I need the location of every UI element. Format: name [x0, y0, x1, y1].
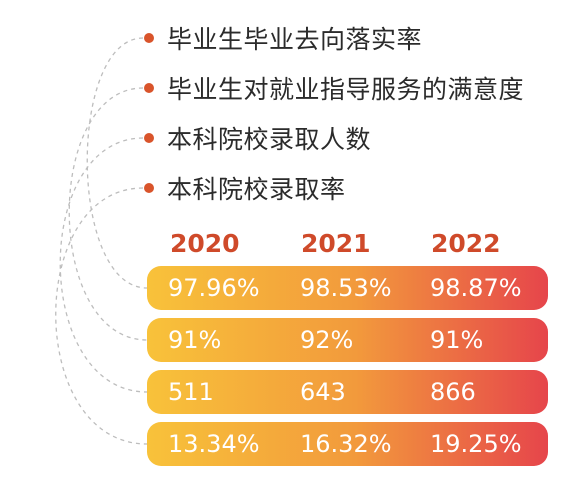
connector-line	[86, 37, 148, 289]
value-cell: 98.87%	[430, 274, 522, 302]
indicator-label: 毕业生毕业去向落实率	[167, 25, 423, 54]
value-cell: 643	[300, 378, 346, 406]
indicator-item: 毕业生毕业去向落实率	[144, 16, 422, 60]
indicator-label: 毕业生对就业指导服务的满意度	[167, 75, 525, 104]
year-label: 2021	[301, 229, 371, 258]
indicator-label: 本科院校录取率	[167, 175, 346, 204]
value-cell: 16.32%	[300, 430, 392, 458]
year-label: 2022	[431, 229, 501, 258]
indicator-item: 本科院校录取率	[144, 166, 346, 210]
value-cell: 91%	[430, 326, 484, 354]
value-cell: 13.34%	[168, 430, 260, 458]
value-row-bar: 91% 92% 91%	[147, 318, 548, 362]
value-cell: 511	[168, 378, 214, 406]
year-label: 2020	[170, 229, 240, 258]
indicator-item: 本科院校录取人数	[144, 116, 371, 160]
value-cell: 19.25%	[430, 430, 522, 458]
connector-line	[59, 137, 148, 393]
connector-line	[55, 187, 148, 445]
value-cell: 98.53%	[300, 274, 392, 302]
value-row-bar: 13.34% 16.32% 19.25%	[147, 422, 548, 466]
value-row-bar: 511 643 866	[147, 370, 548, 414]
bullet-dot-icon	[144, 183, 154, 193]
indicator-item: 毕业生对就业指导服务的满意度	[144, 66, 524, 110]
bullet-dot-icon	[144, 83, 154, 93]
value-row-bar: 97.96% 98.53% 98.87%	[147, 266, 548, 310]
indicator-label: 本科院校录取人数	[167, 125, 372, 154]
bullet-dot-icon	[144, 133, 154, 143]
value-cell: 92%	[300, 326, 354, 354]
value-cell: 866	[430, 378, 476, 406]
bullet-dot-icon	[144, 33, 154, 43]
value-cell: 91%	[168, 326, 222, 354]
connector-line	[68, 87, 148, 341]
value-cell: 97.96%	[168, 274, 260, 302]
